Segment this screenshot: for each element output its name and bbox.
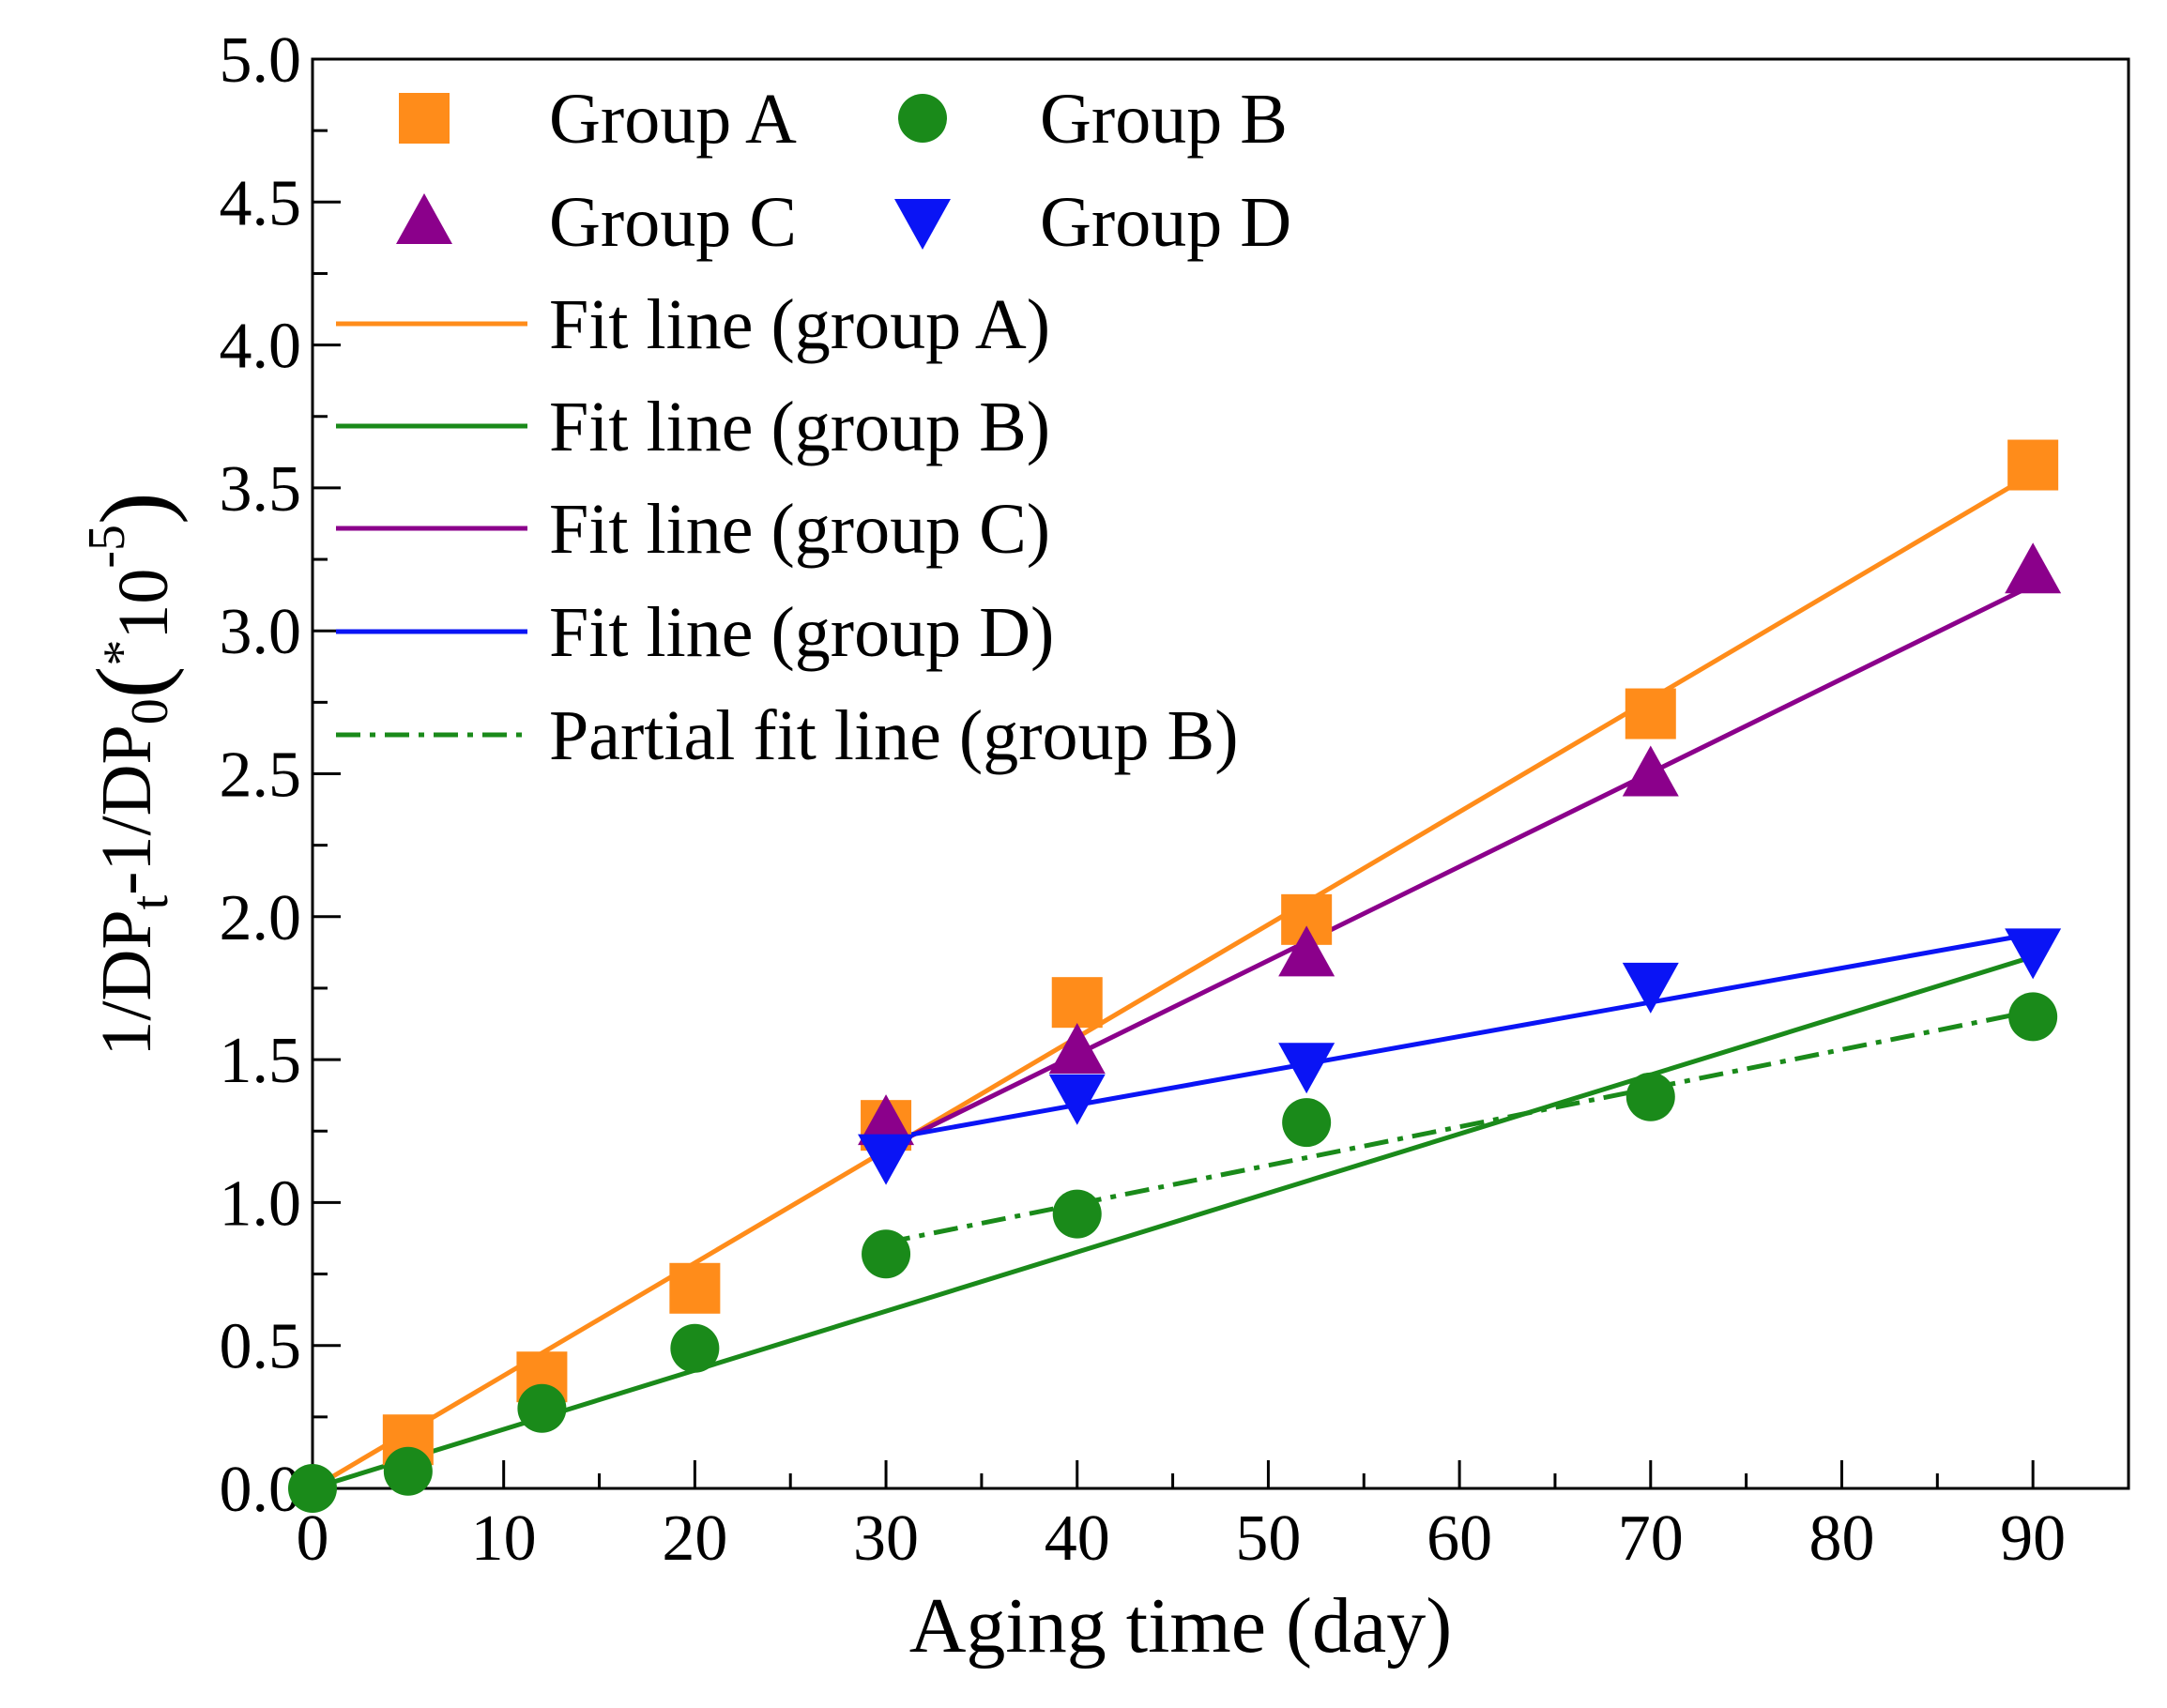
data-point <box>1052 1189 1102 1239</box>
legend-marker <box>894 199 951 250</box>
data-point <box>1048 1074 1106 1125</box>
x-tick-label: 10 <box>471 1502 537 1575</box>
y-tick-label: 1.5 <box>220 1025 302 1097</box>
legend-label: Partial fit line (group B) <box>549 696 1239 775</box>
y-tick-label: 4.5 <box>220 167 302 239</box>
x-tick-label: 20 <box>662 1502 727 1575</box>
data-point <box>1622 745 1679 797</box>
data-point <box>1278 925 1335 977</box>
y-tick-label: 0.0 <box>220 1454 302 1526</box>
x-tick-label: 80 <box>1808 1502 1874 1575</box>
data-points <box>288 439 2062 1513</box>
y-tick-label: 3.5 <box>220 453 302 526</box>
x-tick-label: 30 <box>853 1502 919 1575</box>
fit-line <box>312 954 2034 1491</box>
legend-marker <box>399 93 450 144</box>
y-tick-label: 0.5 <box>220 1311 302 1383</box>
fit-line <box>311 471 2035 1491</box>
legend-label: Fit line (group D) <box>549 593 1054 672</box>
y-axis-label: 1/DPt-1/DP0(*10-5) <box>77 492 189 1056</box>
y-tick-label: 2.5 <box>220 740 302 812</box>
x-tick-label: 50 <box>1235 1502 1301 1575</box>
data-point <box>1282 1098 1332 1148</box>
data-point <box>2005 542 2062 594</box>
data-point <box>1048 1022 1106 1074</box>
legend-label: Group D <box>1040 183 1291 262</box>
y-axis-label-group: 1/DPt-1/DP0(*10-5) <box>77 492 189 1056</box>
data-point <box>1278 1043 1335 1094</box>
data-point <box>669 1262 721 1314</box>
x-tick-label: 40 <box>1045 1502 1110 1575</box>
data-point <box>2005 928 2062 980</box>
axes: 0 10 20 30 40 50 60 70 80 90 0.0 0.5 1.0 1.5 2.0 2.5 3.0… <box>220 24 2130 1575</box>
fit-line <box>866 931 2034 1145</box>
data-point <box>383 1446 433 1496</box>
y-tick-label: 4.0 <box>220 311 302 383</box>
legend-label: Group B <box>1040 80 1288 159</box>
y-tick-label: 1.0 <box>220 1167 302 1240</box>
x-tick-label: 70 <box>1618 1502 1684 1575</box>
data-point <box>1625 1072 1675 1121</box>
data-point <box>2008 992 2058 1042</box>
legend-label: Fit line (group B) <box>549 388 1050 466</box>
data-point <box>862 1229 911 1279</box>
legend-label: Fit line (group A) <box>549 285 1050 364</box>
y-tick-label: 2.0 <box>220 882 302 954</box>
x-tick-label: 0 <box>297 1502 329 1575</box>
data-point <box>1625 688 1676 740</box>
data-point <box>858 1134 915 1185</box>
data-point <box>1051 977 1103 1029</box>
legend-label: Group A <box>549 80 797 159</box>
legend-marker <box>396 193 452 244</box>
legend-label: Fit line (group C) <box>549 490 1050 569</box>
legend-marker <box>898 94 947 143</box>
data-point <box>288 1464 337 1513</box>
y-tick-label: 3.0 <box>220 596 302 668</box>
data-point <box>2007 439 2059 491</box>
legend-label: Group C <box>549 183 797 262</box>
data-point <box>1622 962 1679 1014</box>
x-tick-label: 60 <box>1427 1502 1492 1575</box>
x-axis-label: Aging time (day) <box>909 1582 1453 1670</box>
legend: Group A Group B Group C Group D Fit line (gr… <box>336 80 1291 775</box>
x-tick-label: 90 <box>2000 1502 2066 1575</box>
y-tick-label: 5.0 <box>220 24 302 97</box>
y-axis-label-text: 1/DPt-1/DP0(*10-5) <box>77 492 189 1056</box>
data-point <box>670 1323 720 1373</box>
data-point <box>858 1094 915 1146</box>
data-point <box>517 1383 567 1433</box>
